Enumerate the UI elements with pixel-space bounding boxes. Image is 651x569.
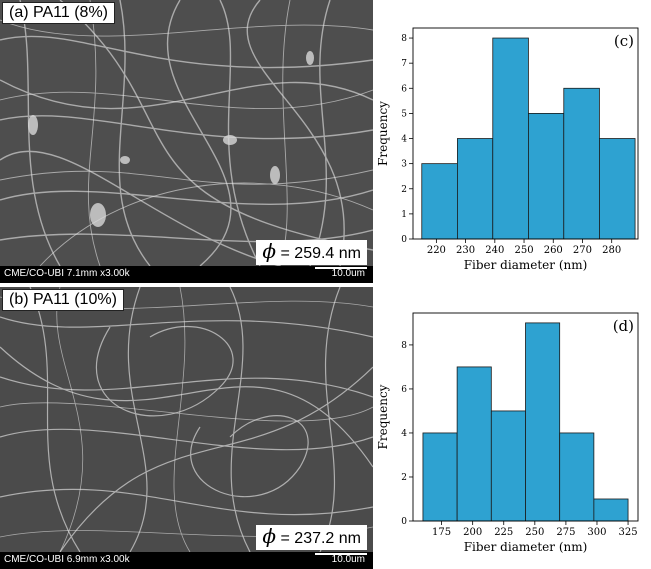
x-tick-label: 250	[525, 527, 544, 538]
panel-label: (c)	[614, 32, 634, 50]
fiber-texture-b	[0, 287, 373, 552]
x-tick-label: 280	[602, 245, 621, 256]
histogram-bar	[593, 498, 629, 522]
y-tick-label: 3	[401, 160, 407, 170]
histogram-bar	[599, 138, 636, 240]
sem-image-a: (a) PA11 (8%) ϕ = 259.4 nm CME/CO-UBI 7.…	[0, 0, 373, 283]
histogram-bar	[421, 163, 458, 240]
y-tick-label: 2	[401, 185, 407, 195]
x-tick-label: 200	[463, 527, 482, 538]
y-axis-label: Frequency	[376, 101, 390, 166]
sem-info-b: CME/CO-UBI 6.9mm x3.00k	[4, 554, 130, 565]
y-tick-label: 2	[401, 473, 407, 483]
x-axis-label: Fiber diameter (nm)	[464, 258, 588, 272]
sem-image-b: (b) PA11 (10%) ϕ = 237.2 nm CME/CO-UBI 6…	[0, 287, 373, 569]
plot-frame	[412, 312, 639, 522]
histogram-bar	[563, 87, 600, 240]
x-tick-label: 325	[619, 527, 638, 538]
x-tick-label: 220	[427, 245, 446, 256]
histogram-bar	[457, 138, 494, 240]
histogram-bar	[525, 322, 561, 522]
panel-b-label: (b) PA11 (10%)	[2, 289, 124, 311]
plot-frame	[412, 27, 639, 240]
x-tick-label: 250	[514, 245, 533, 256]
y-tick-label: 4	[401, 429, 407, 439]
x-axis-label: Fiber diameter (nm)	[464, 540, 588, 554]
panel-a-label: (a) PA11 (8%)	[2, 2, 115, 24]
diameter-annotation-b: ϕ = 237.2 nm	[256, 525, 367, 550]
mean-diameter-a: = 259.4 nm	[280, 245, 362, 262]
histogram-bar	[422, 432, 458, 522]
x-tick-label: 260	[544, 245, 563, 256]
scale-label-a: 10.0um	[331, 268, 365, 279]
y-tick-label: 0	[401, 517, 407, 527]
sem-info-a: CME/CO-UBI 7.1mm x3.00k	[4, 268, 130, 279]
x-tick-label: 240	[485, 245, 504, 256]
y-tick-label: 5	[401, 109, 407, 119]
y-tick-label: 6	[401, 385, 407, 395]
x-tick-label: 275	[556, 527, 575, 538]
sem-info-bar-b: CME/CO-UBI 6.9mm x3.00k 10.0um	[0, 552, 373, 569]
scale-label-b: 10.0um	[331, 554, 365, 565]
y-tick-label: 0	[401, 235, 407, 245]
scale-bar-b	[315, 553, 367, 555]
panel-label: (d)	[613, 317, 634, 335]
histogram-d: 175 200 225 250 275 300 325 0 2 4 6 8 Fiber diameter…	[376, 312, 639, 554]
histogram-c: 220 230 240 250 260 270 280 0 1 2 3 4 5 6 7 8 Fiber diam…	[376, 27, 639, 272]
scale-bar-a	[315, 267, 367, 269]
histogram-bar	[456, 366, 492, 522]
y-axis-label: Frequency	[376, 384, 390, 449]
x-tick-label: 270	[573, 245, 592, 256]
x-tick-label: 175	[432, 527, 451, 538]
x-tick-label: 230	[456, 245, 475, 256]
y-tick-label: 4	[401, 135, 407, 145]
histogram-bar	[492, 37, 529, 240]
x-tick-label: 300	[587, 527, 606, 538]
y-tick-label: 6	[401, 84, 407, 94]
histogram-bar	[528, 113, 565, 240]
mean-diameter-b: = 237.2 nm	[280, 530, 362, 547]
diameter-annotation-a: ϕ = 259.4 nm	[256, 240, 367, 265]
fiber-texture-a	[0, 0, 373, 266]
phi-symbol: ϕ	[262, 524, 277, 548]
y-tick-label: 8	[401, 341, 407, 351]
y-tick-label: 8	[401, 34, 407, 44]
histogram-bar	[490, 410, 526, 522]
histogram-bar	[559, 432, 595, 522]
phi-symbol: ϕ	[262, 239, 277, 263]
y-tick-label: 1	[401, 210, 407, 220]
x-tick-label: 225	[494, 527, 513, 538]
sem-info-bar-a: CME/CO-UBI 7.1mm x3.00k 10.0um	[0, 266, 373, 283]
y-tick-label: 7	[401, 59, 407, 69]
